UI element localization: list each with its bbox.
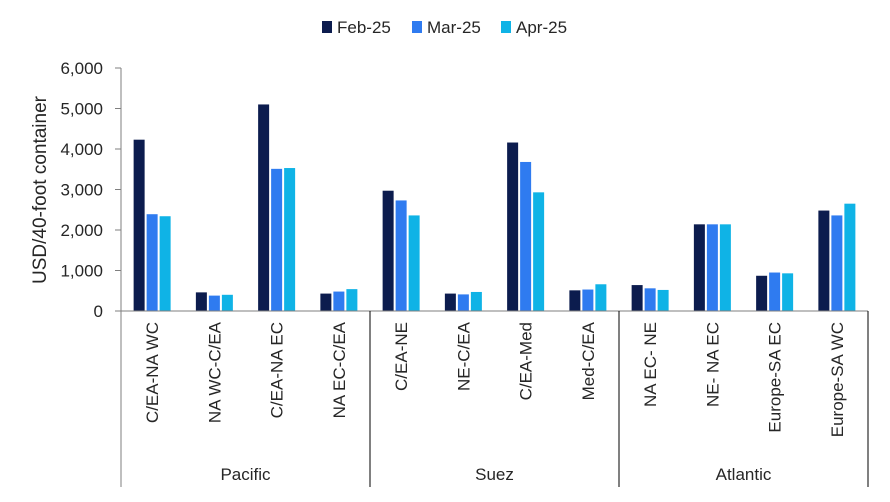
category-label-med-c-ea: Med-C/EA (579, 321, 598, 400)
bars (133, 104, 856, 311)
legend-swatch-mar-25 (412, 21, 422, 33)
bar-feb-25-na-ec-c-ea (320, 293, 332, 311)
bar-mar-25-c-ea-ne (395, 200, 407, 311)
y-tick-label: 2,000 (60, 221, 103, 240)
bar-feb-25-na-ec-ne (631, 285, 643, 311)
bar-apr-25-na-wc-c-ea (221, 294, 233, 311)
bar-mar-25-europe-sa-ec (769, 272, 781, 311)
bar-apr-25-c-ea-ne (408, 215, 420, 311)
x-axis: C/EA-NA WC NA WC-C/EA C/EA-NA EC NA EC-C/EA… (121, 310, 869, 487)
bar-mar-25-na-ec-c-ea (333, 291, 345, 311)
category-label-ne-na-ec: NE- NA EC (703, 322, 722, 407)
category-label-europe-sa-ec: Europe-SA EC (766, 322, 785, 433)
y-tick-label: 6,000 (60, 59, 103, 78)
legend-label-feb-25: Feb-25 (337, 18, 391, 37)
bar-feb-25-europe-sa-ec (756, 275, 768, 311)
bar-mar-25-c-ea-med (520, 161, 532, 311)
bar-feb-25-na-wc-c-ea (195, 292, 207, 311)
bar-apr-25-med-c-ea (595, 284, 607, 311)
y-axis: 0 1,000 2,000 3,000 4,000 5,000 6,000 (60, 59, 122, 487)
category-label-ne-c-ea: NE-C/EA (454, 321, 473, 391)
bar-apr-25-na-ec-c-ea (346, 289, 358, 311)
y-tick-label: 3,000 (60, 181, 103, 200)
bar-apr-25-ne-c-ea (470, 291, 482, 311)
bar-feb-25-europe-sa-wc (818, 210, 830, 311)
legend: Feb-25 Mar-25 Apr-25 (322, 18, 567, 37)
bar-feb-25-c-ea-na-wc (133, 139, 145, 311)
category-label-na-ec-ne: NA EC- NE (641, 322, 660, 407)
category-label-europe-sa-wc: Europe-SA WC (828, 322, 847, 437)
category-label-na-ec-c-ea: NA EC-C/EA (330, 321, 349, 418)
bar-feb-25-ne-c-ea (444, 293, 456, 311)
group-label-atlantic: Atlantic (716, 465, 772, 484)
bar-apr-25-c-ea-na-ec (284, 168, 296, 311)
bar-mar-25-na-ec-ne (644, 288, 656, 311)
legend-label-mar-25: Mar-25 (427, 18, 481, 37)
bar-apr-25-europe-sa-ec (782, 273, 794, 311)
bar-mar-25-na-wc-c-ea (208, 295, 220, 311)
group-label-suez: Suez (475, 465, 514, 484)
bar-mar-25-med-c-ea (582, 289, 594, 311)
group-label-pacific: Pacific (220, 465, 271, 484)
category-label-c-ea-med: C/EA-Med (517, 322, 536, 400)
bar-feb-25-med-c-ea (569, 290, 581, 311)
category-label-c-ea-na-wc: C/EA-NA WC (143, 322, 162, 423)
bar-apr-25-na-ec-ne (657, 289, 669, 311)
bar-mar-25-ne-na-ec (706, 224, 718, 311)
bar-apr-25-ne-na-ec (719, 224, 731, 311)
legend-label-apr-25: Apr-25 (516, 18, 567, 37)
y-axis-label: USD/40-foot container (30, 95, 51, 284)
category-label-na-wc-c-ea: NA WC-C/EA (205, 321, 224, 423)
category-label-c-ea-ne: C/EA-NE (392, 322, 411, 391)
bar-feb-25-ne-na-ec (693, 224, 705, 311)
y-tick-label: 4,000 (60, 140, 103, 159)
bar-mar-25-c-ea-na-ec (271, 168, 283, 311)
y-tick-label: 0 (94, 302, 103, 321)
bar-feb-25-c-ea-ne (382, 190, 394, 311)
category-label-c-ea-na-ec: C/EA-NA EC (268, 322, 287, 418)
bar-apr-25-europe-sa-wc (844, 203, 856, 311)
y-tick-label: 5,000 (60, 100, 103, 119)
legend-swatch-feb-25 (322, 21, 332, 33)
bar-mar-25-c-ea-na-wc (146, 214, 158, 311)
legend-swatch-apr-25 (501, 21, 511, 33)
bar-mar-25-ne-c-ea (457, 294, 469, 311)
bar-apr-25-c-ea-na-wc (159, 216, 171, 311)
y-tick-label: 1,000 (60, 262, 103, 281)
bar-mar-25-europe-sa-wc (831, 215, 843, 311)
bar-feb-25-c-ea-na-ec (258, 104, 270, 311)
bar-feb-25-c-ea-med (507, 142, 519, 311)
bar-apr-25-c-ea-med (533, 192, 545, 311)
